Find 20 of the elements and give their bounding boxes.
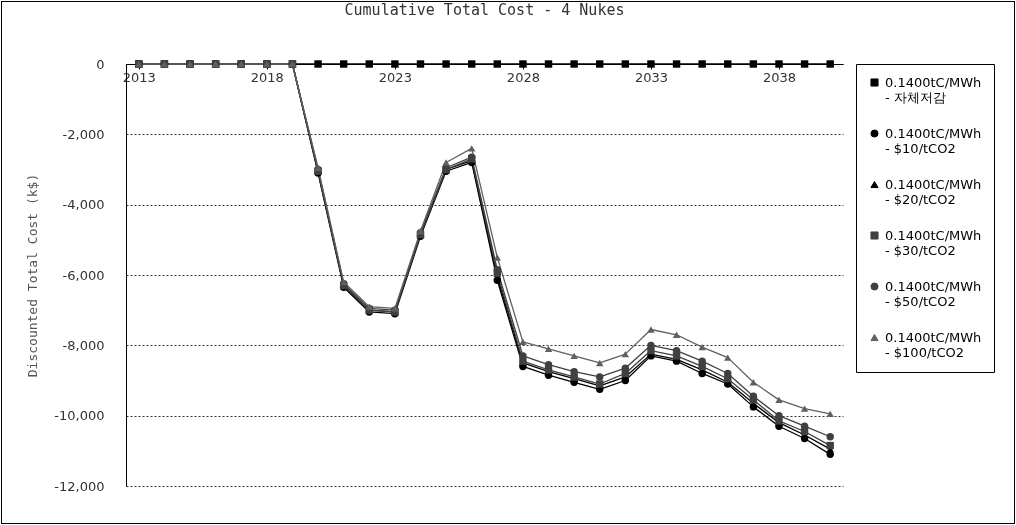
chart-title: Cumulative Total Cost - 4 Nukes (344, 1, 625, 19)
legend-label: 0.1400tC/MWh - $50/tCO2 (885, 278, 982, 309)
y-tick-label: 0 (96, 56, 105, 72)
x-tick-label: 2028 (506, 69, 540, 85)
x-tick-label: 2018 (250, 69, 284, 85)
legend-label: 0.1400tC/MWh - $100/tCO2 (885, 329, 982, 360)
legend-label: 0.1400tC/MWh - $10/tCO2 (885, 125, 982, 156)
y-tick-label: -12,000 (54, 478, 105, 494)
y-tick-label: -4,000 (62, 197, 105, 213)
y-axis-title: Discounted Total Cost (k$) (25, 173, 41, 378)
legend-label: 0.1400tC/MWh - $20/tCO2 (885, 176, 982, 207)
x-tick-label: 2033 (634, 69, 668, 85)
legend-label: 0.1400tC/MWh - $30/tCO2 (885, 227, 982, 258)
y-tick-label: -8,000 (62, 337, 105, 353)
x-tick-label: 2038 (762, 69, 797, 85)
y-tick-label: -10,000 (54, 408, 105, 424)
y-tick-label: -6,000 (62, 267, 105, 283)
legend-label: 0.1400tC/MWh - 자체저감 (885, 74, 982, 105)
y-tick-label: -2,000 (62, 126, 105, 142)
x-tick-label: 2023 (378, 69, 412, 85)
